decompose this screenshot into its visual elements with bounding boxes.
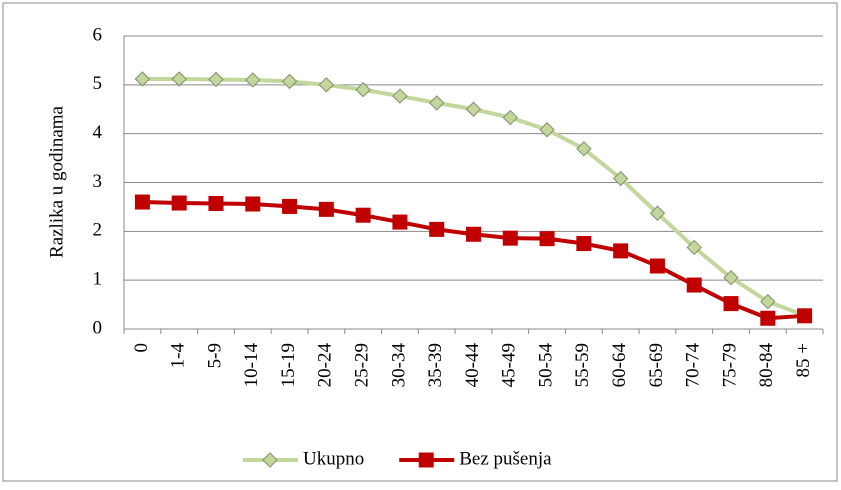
y-tick-label: 0 [93,317,103,338]
y-tick-label: 2 [93,220,103,241]
data-point [686,239,702,256]
data-point [171,71,187,87]
y-axis-label: Razlika u godinama [46,105,67,258]
data-point [318,77,335,93]
legend-marker [262,452,278,468]
x-tick-label: 10-14 [241,343,262,388]
data-point [208,71,224,88]
data-point [576,141,592,157]
x-tick-label: 60-64 [609,343,630,388]
data-point [134,194,150,210]
x-tick-label: 80-84 [756,343,777,388]
x-tick-label: 5-9 [204,343,225,368]
y-tick-label: 5 [93,73,103,94]
data-point [134,71,151,87]
x-tick-label: 65-69 [646,343,667,387]
x-tick-label: 1-4 [168,343,189,369]
x-tick-label: 15-19 [278,343,299,387]
data-point [245,72,261,88]
data-point [576,236,592,252]
data-point [760,310,776,326]
x-tick-label: 0 [131,343,152,353]
data-point [208,195,224,211]
data-point [502,230,518,246]
legend-label: Ukupno [303,448,364,469]
x-tick-label: 35-39 [425,343,446,387]
data-point [392,214,408,230]
data-point [723,296,739,312]
legend-marker [418,452,434,468]
data-point [245,196,261,212]
data-point [502,109,518,126]
data-point [539,231,555,247]
data-point [281,73,298,90]
data-point [612,170,629,187]
x-tick-label: 55-59 [572,343,593,387]
x-tick-label: 20-24 [315,343,336,388]
legend-label: Bez pušenja [459,448,552,469]
x-tick-label: 25-29 [351,343,372,387]
data-point [723,270,739,286]
data-point [760,293,776,310]
x-tick-label: 50-54 [535,343,556,388]
data-point [686,277,702,293]
x-tick-label: 85 + [793,343,814,377]
data-point [649,258,665,274]
y-tick-label: 4 [93,122,103,143]
data-point [613,243,629,259]
x-tick-label: 70-74 [683,343,704,388]
x-tick-label: 45-49 [499,343,520,387]
y-tick-label: 6 [93,24,103,45]
data-point [171,195,187,211]
data-point [466,226,481,242]
y-tick-label: 1 [93,269,103,290]
data-point [355,82,371,98]
data-point [429,95,445,111]
data-point [539,122,555,138]
data-point [649,205,666,221]
data-point [282,198,298,214]
y-tick-label: 3 [93,171,103,192]
data-point [429,221,445,237]
x-tick-label: 40-44 [462,343,483,388]
x-tick-label: 75-79 [719,343,740,387]
data-point [797,308,813,324]
chart-border [2,2,838,482]
data-point [392,88,408,104]
x-tick-label: 30-34 [388,343,409,388]
data-point [465,101,482,117]
data-point [318,201,334,217]
data-point [355,207,371,223]
